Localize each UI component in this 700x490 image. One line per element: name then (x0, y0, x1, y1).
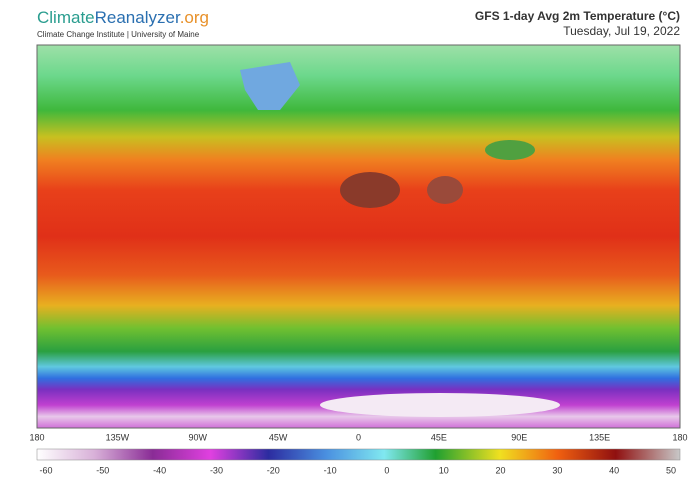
logo-reanalyzer: Reanalyzer (95, 8, 181, 27)
tibet (485, 140, 535, 160)
subtitle: Climate Change Institute | University of… (37, 30, 200, 39)
lon-label: 90W (188, 432, 207, 442)
lon-label: 180 (29, 432, 44, 442)
colorbar-tick-label: 20 (496, 465, 506, 475)
lon-label: 90E (511, 432, 527, 442)
colorbar-labels: -60 -50 -40 -30 -20 -10 0 10 20 30 40 50 (39, 465, 676, 475)
lon-label: 135E (589, 432, 610, 442)
colorbar-tick-label: -50 (96, 465, 109, 475)
arabia (427, 176, 463, 204)
colorbar-tick-label: 30 (552, 465, 562, 475)
logo[interactable]: ClimateReanalyzer.org (37, 8, 209, 27)
colorbar-tick-label: -10 (324, 465, 337, 475)
map-frame (36, 44, 681, 429)
lon-label: 45E (431, 432, 447, 442)
map-date: Tuesday, Jul 19, 2022 (563, 24, 680, 38)
antarctica-plateau (320, 393, 560, 417)
colorbar-tick-label: 40 (609, 465, 619, 475)
temperature-field (37, 45, 680, 428)
colorbar-tick-label: -20 (267, 465, 280, 475)
logo-org: .org (180, 8, 209, 27)
colorbar-tick-label: 10 (439, 465, 449, 475)
colorbar-tick-label: -30 (210, 465, 223, 475)
lon-labels: 180 135W 90W 45W 0 45E 90E 135E 180 (29, 432, 687, 442)
map-title: GFS 1-day Avg 2m Temperature (°C) (475, 9, 680, 23)
colorbar-tick-label: 0 (384, 465, 389, 475)
sahara (340, 172, 400, 208)
colorbar-tick-label: -60 (39, 465, 52, 475)
map (36, 44, 681, 429)
greenland (240, 62, 300, 110)
colorbar (36, 448, 681, 461)
lon-label: 0 (356, 432, 361, 442)
lon-label: 180 (672, 432, 687, 442)
logo-climate: Climate (37, 8, 95, 27)
lon-label: 135W (106, 432, 130, 442)
lon-label: 45W (269, 432, 288, 442)
colorbar-tick-label: -40 (153, 465, 166, 475)
colorbar-tick-label: 50 (666, 465, 676, 475)
